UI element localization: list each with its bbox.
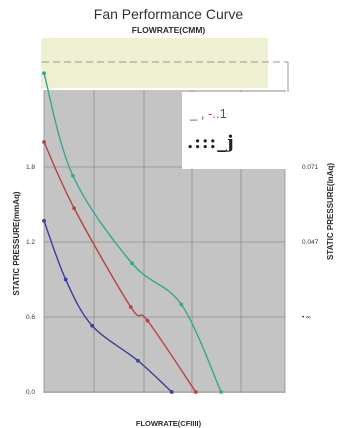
series-point-3 xyxy=(179,302,184,307)
left-tick-label: 0.6 xyxy=(26,314,35,321)
left-tick-label: 1.8 xyxy=(26,164,35,171)
legend-text-line-1: _ , -..1 xyxy=(190,106,227,121)
series-point-1 xyxy=(136,358,140,363)
series-point-2 xyxy=(128,305,133,309)
series-point-3 xyxy=(71,173,75,178)
series-point-3 xyxy=(42,71,46,76)
series-point-3 xyxy=(130,261,134,266)
chart-title: Fan Performance Curve xyxy=(93,6,244,22)
legend-text-line-2: .:::_j xyxy=(187,132,235,153)
series-point-1 xyxy=(42,218,46,223)
series-point-1 xyxy=(169,390,174,394)
series-point-3 xyxy=(219,390,224,394)
legend-text-suffix: 1 xyxy=(219,106,227,121)
series-point-2 xyxy=(145,318,150,323)
x-axis-label: FLOWRATE(CFIIII) xyxy=(135,419,202,428)
legend-text-red: -.. xyxy=(208,106,220,121)
left-tick-label: 1.2 xyxy=(26,239,35,246)
series-point-2 xyxy=(193,390,198,394)
right-tick-label: • ∞ xyxy=(302,314,311,321)
right-tick-label: 0.047 xyxy=(302,239,319,246)
y-axis-label-left: STATIC PRESSURE(mmAq) xyxy=(12,191,21,295)
legend-text-prefix: _ , xyxy=(190,106,209,121)
top-axis-label: FLOWRATE(CMM) xyxy=(131,25,206,35)
series-point-1 xyxy=(63,277,68,282)
series-point-2 xyxy=(42,140,46,144)
right-tick-label: 0.071 xyxy=(302,164,319,171)
left-tick-label: 0.0 xyxy=(26,389,35,396)
series-line-3 xyxy=(43,73,222,393)
series-point-2 xyxy=(72,206,77,211)
legend-banner xyxy=(41,38,268,88)
series-point-1 xyxy=(90,323,95,328)
legend-box xyxy=(182,92,288,169)
y-axis-label-right: STATIC PRESSURE(InAq) xyxy=(326,163,335,260)
